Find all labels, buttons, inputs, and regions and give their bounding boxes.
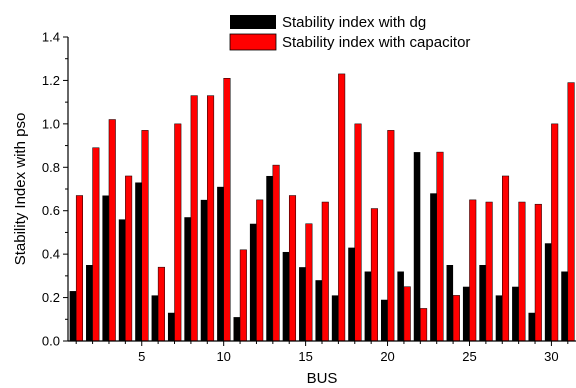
bar-capacitor-bus-24 <box>452 295 460 342</box>
bar-dg-bus-9 <box>200 199 208 341</box>
y-tick-label: 0.2 <box>42 290 60 305</box>
bar-capacitor-bus-29 <box>534 203 542 342</box>
bar-dg-bus-20 <box>380 299 388 341</box>
y-axis-title: Stability Index with pso <box>12 113 29 266</box>
bar-capacitor-bus-19 <box>370 208 378 342</box>
x-tick-label: 15 <box>298 349 312 364</box>
bar-dg-bus-24 <box>446 265 454 341</box>
bar-dg-bus-6 <box>151 295 159 341</box>
bar-dg-bus-3 <box>102 195 109 341</box>
bar-dg-bus-22 <box>413 152 421 341</box>
bar-dg-bus-16 <box>315 280 322 341</box>
bar-capacitor-bus-31 <box>567 82 575 342</box>
bar-capacitor-bus-28 <box>518 201 526 342</box>
legend-swatch-capacitor <box>229 33 277 51</box>
y-ticks-group: 0.0 0.2 0.4 0.6 0.8 1.0 1.2 1.4 <box>42 30 68 349</box>
bar-capacitor-bus-12 <box>256 199 264 342</box>
bar-capacitor-bus-14 <box>288 195 297 342</box>
bar-capacitor-bus-5 <box>141 130 149 342</box>
legend-swatch-dg <box>230 15 276 29</box>
bar-capacitor-bus-11 <box>239 249 247 342</box>
bar-capacitor-bus-9 <box>207 95 215 342</box>
y-tick-label: 0.4 <box>42 247 60 262</box>
bar-capacitor-bus-30 <box>551 123 559 342</box>
y-tick-label: 1.4 <box>42 30 60 45</box>
bar-dg-bus-12 <box>249 223 257 341</box>
x-tick-label: 30 <box>544 349 558 364</box>
bar-dg-bus-29 <box>528 312 536 341</box>
bar-dg-bus-30 <box>544 243 552 341</box>
bar-dg-bus-18 <box>348 247 355 341</box>
bar-dg-bus-10 <box>217 186 224 341</box>
bar-capacitor-bus-17 <box>338 73 346 342</box>
y-tick-label: 0.0 <box>42 334 60 349</box>
bar-dg-bus-17 <box>331 295 339 341</box>
bar-capacitor-bus-3 <box>108 119 116 342</box>
bar-dg-bus-7 <box>167 312 175 341</box>
bars-group <box>69 73 575 342</box>
bar-dg-bus-5 <box>135 182 142 341</box>
bar-capacitor-bus-13 <box>272 164 280 342</box>
bar-dg-bus-8 <box>184 217 191 341</box>
bar-dg-bus-14 <box>282 251 290 341</box>
legend: Stability index with dg Stability index … <box>229 14 470 51</box>
bar-capacitor-bus-23 <box>436 151 444 342</box>
y-tick-label: 0.8 <box>42 160 60 175</box>
bar-capacitor-bus-16 <box>321 201 329 342</box>
legend-label-capacitor: Stability index with capacitor <box>282 34 470 51</box>
bar-capacitor-bus-7 <box>174 123 182 342</box>
bar-dg-bus-26 <box>479 265 486 341</box>
bar-capacitor-bus-15 <box>305 223 313 342</box>
bar-dg-bus-2 <box>86 265 93 341</box>
bar-capacitor-bus-8 <box>190 95 198 342</box>
legend-label-dg: Stability index with dg <box>282 14 426 31</box>
y-tick-label: 1.2 <box>42 73 60 88</box>
bar-capacitor-bus-18 <box>354 123 362 342</box>
bar-dg-bus-15 <box>299 267 306 341</box>
bar-capacitor-bus-26 <box>485 201 493 342</box>
x-tick-label: 5 <box>138 349 145 364</box>
x-ticks-group: 5 10 15 20 25 30 <box>75 341 569 364</box>
bar-dg-bus-13 <box>266 175 273 341</box>
bar-dg-bus-25 <box>462 286 470 341</box>
bar-dg-bus-21 <box>397 271 404 341</box>
x-tick-label: 25 <box>462 349 476 364</box>
bar-dg-bus-1 <box>69 291 77 341</box>
bar-capacitor-bus-20 <box>387 130 395 342</box>
x-axis-title: BUS <box>307 370 338 387</box>
bar-dg-bus-28 <box>512 286 519 341</box>
bar-capacitor-bus-27 <box>502 175 510 342</box>
bar-capacitor-bus-6 <box>157 266 165 342</box>
bar-dg-bus-23 <box>430 193 437 341</box>
bar-capacitor-bus-25 <box>469 199 477 342</box>
bar-capacitor-bus-21 <box>403 286 411 342</box>
bar-dg-bus-4 <box>118 219 126 341</box>
bar-capacitor-bus-22 <box>420 308 428 342</box>
bar-capacitor-bus-2 <box>92 147 100 342</box>
x-tick-label: 10 <box>216 349 230 364</box>
bar-dg-bus-27 <box>495 295 503 341</box>
bar-capacitor-bus-10 <box>223 78 231 342</box>
bar-dg-bus-11 <box>233 317 241 341</box>
bar-dg-bus-31 <box>561 271 568 341</box>
y-tick-label: 0.6 <box>42 203 60 218</box>
bar-dg-bus-19 <box>364 271 372 341</box>
x-tick-label: 20 <box>380 349 394 364</box>
y-tick-label: 1.0 <box>42 116 60 131</box>
bar-capacitor-bus-4 <box>125 175 133 342</box>
bar-capacitor-bus-1 <box>75 195 83 342</box>
